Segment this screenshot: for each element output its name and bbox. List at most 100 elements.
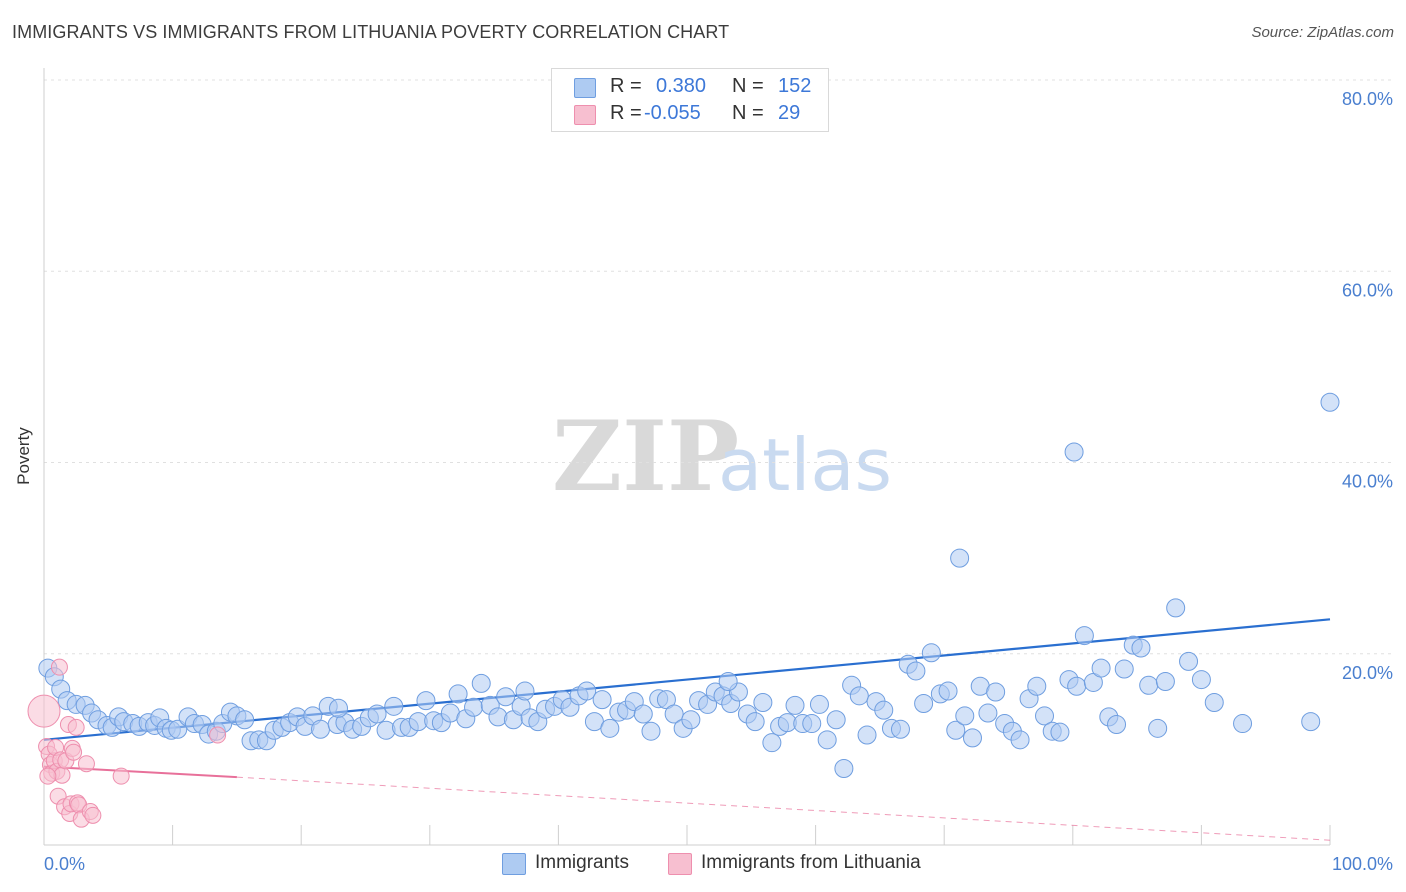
lithuania-point xyxy=(39,767,57,785)
immigrants-point xyxy=(834,759,854,778)
n-value: 152 xyxy=(778,75,812,97)
n-label: N = xyxy=(732,75,764,97)
immigrants-point xyxy=(946,720,966,740)
immigrants-point xyxy=(1204,693,1224,713)
immigrants-point xyxy=(1131,638,1151,658)
immigrants-point xyxy=(1107,715,1127,735)
immigrants-point xyxy=(874,700,894,720)
x-tick-label: 0.0% xyxy=(44,854,85,874)
immigrants-point xyxy=(464,697,484,717)
axes xyxy=(43,68,1331,846)
immigrants-point xyxy=(762,733,782,753)
immigrants-point xyxy=(921,643,941,663)
watermark-zip: ZIP xyxy=(552,400,739,513)
immigrants-point xyxy=(1064,442,1084,462)
immigrants-point xyxy=(168,719,188,739)
immigrants-point xyxy=(496,687,516,707)
immigrants-point xyxy=(235,710,255,730)
immigrants-point xyxy=(1301,712,1321,732)
immigrants-point xyxy=(809,694,829,714)
immigrants-point xyxy=(857,725,877,745)
immigrants-point xyxy=(633,704,653,724)
immigrants-legend-icon xyxy=(502,853,526,875)
immigrants-point xyxy=(641,721,661,741)
lithuania-legend-label: Immigrants from Lithuania xyxy=(701,852,921,873)
lithuania-swatch-icon xyxy=(574,105,596,125)
immigrants-point xyxy=(664,704,684,724)
r-label: R = xyxy=(610,102,642,124)
immigrants-point xyxy=(384,696,404,716)
legend-row-immigrants: R = 0.380 N = 152 xyxy=(552,75,828,101)
immigrants-point xyxy=(1050,722,1070,742)
immigrants-point xyxy=(592,690,612,710)
immigrants-point xyxy=(906,661,926,681)
immigrants-point xyxy=(938,681,958,701)
immigrants-point xyxy=(1148,718,1168,738)
immigrants-point xyxy=(826,710,846,730)
y-tick-label: 40.0% xyxy=(1342,472,1393,492)
immigrants-legend-label: Immigrants xyxy=(535,852,629,873)
y-tick-label: 20.0% xyxy=(1342,663,1393,683)
r-value: 0.380 xyxy=(656,75,707,97)
immigrants-point xyxy=(515,681,535,701)
immigrants-point xyxy=(1091,658,1111,678)
immigrants-point xyxy=(890,719,910,739)
lithuania-point xyxy=(65,743,83,761)
lithuania-point xyxy=(67,718,85,736)
immigrants-point xyxy=(1166,598,1186,618)
y-tick-label: 80.0% xyxy=(1342,89,1393,109)
immigrants-point xyxy=(1027,676,1047,696)
lithuania-trend-line xyxy=(43,765,237,779)
immigrants-point xyxy=(376,720,396,740)
lithuania-point xyxy=(209,726,227,744)
immigrants-point xyxy=(914,693,934,713)
r-label: R = xyxy=(610,75,642,97)
immigrants-point xyxy=(488,707,508,727)
y-tick-label: 60.0% xyxy=(1342,280,1393,300)
immigrants-point xyxy=(1074,626,1094,646)
stats-legend: R = 0.380 N = 152 R = -0.055 N = 29 xyxy=(551,68,829,132)
immigrants-point xyxy=(310,719,330,739)
legend-row-lithuania: R = -0.055 N = 29 xyxy=(552,102,828,128)
chart-title: IMMIGRANTS VS IMMIGRANTS FROM LITHUANIA … xyxy=(12,22,730,42)
immigrants-point xyxy=(600,718,620,738)
data-points xyxy=(27,392,1340,828)
immigrants-point xyxy=(1035,706,1055,726)
legend-item-immigrants: Immigrants xyxy=(502,852,652,876)
immigrants-point xyxy=(962,728,982,748)
immigrants-point xyxy=(1067,676,1087,696)
immigrants-point xyxy=(471,673,491,693)
immigrants-point xyxy=(367,704,387,724)
legend-item-lithuania: Immigrants from Lithuania xyxy=(668,852,958,876)
immigrants-point xyxy=(1179,651,1199,671)
immigrants-point xyxy=(802,714,822,734)
lithuania-point xyxy=(112,767,130,785)
r-value: -0.055 xyxy=(644,102,701,124)
lithuania-point xyxy=(50,658,68,676)
immigrants-point xyxy=(1320,392,1340,412)
n-label: N = xyxy=(732,102,764,124)
immigrants-point xyxy=(1010,730,1030,750)
trend-lines xyxy=(43,618,1331,841)
immigrants-point xyxy=(955,706,975,726)
immigrants-trend-line xyxy=(43,618,1331,741)
immigrants-point xyxy=(978,703,998,723)
immigrants-point xyxy=(1191,670,1211,690)
tick-labels: 20.0% 40.0% 60.0% 80.0% 0.0% 100.0% xyxy=(44,89,1393,874)
immigrants-point xyxy=(1139,675,1159,695)
immigrants-point xyxy=(745,712,765,732)
immigrants-point xyxy=(328,698,348,718)
immigrants-point xyxy=(1233,714,1253,734)
lithuania-point xyxy=(53,766,71,784)
x-tick-label: 100.0% xyxy=(1332,854,1393,874)
immigrants-point xyxy=(986,682,1006,702)
immigrants-point xyxy=(448,684,468,704)
gridlines xyxy=(44,79,1392,655)
immigrants-point xyxy=(817,730,837,750)
immigrants-point xyxy=(577,681,597,701)
lithuania-trend-extension xyxy=(236,776,1331,841)
n-value: 29 xyxy=(778,102,801,124)
lithuania-point xyxy=(84,806,102,824)
immigrants-point xyxy=(753,693,773,713)
source-credit: Source: ZipAtlas.com xyxy=(1251,24,1394,41)
